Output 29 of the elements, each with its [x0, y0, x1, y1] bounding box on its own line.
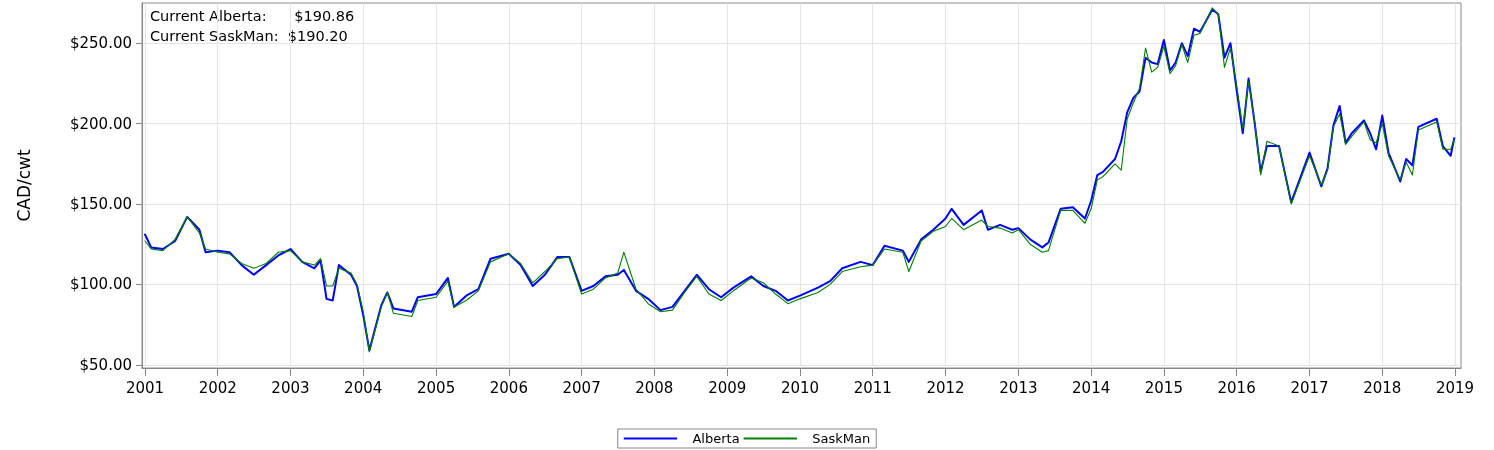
x-tick-label: 2007 [562, 378, 601, 397]
legend-label: SaskMan [812, 431, 871, 446]
y-tick-label: $100.00 [69, 275, 132, 294]
x-tick-label: 2004 [344, 378, 383, 397]
annotation: Current SaskMan: $190.20 [150, 27, 348, 44]
x-tick-label: 2016 [1217, 378, 1256, 397]
x-tick-label: 2015 [1144, 378, 1183, 397]
y-tick-label: $250.00 [69, 34, 132, 53]
y-tick-label: $50.00 [79, 355, 132, 374]
legend-label: Alberta [692, 431, 740, 446]
x-tick-label: 2002 [198, 378, 237, 397]
y-tick-label: $150.00 [69, 194, 132, 213]
x-tick-label: 2017 [1290, 378, 1329, 397]
x-tick-label: 2010 [780, 378, 820, 397]
x-tick-label: 2019 [1435, 378, 1475, 397]
x-tick-label: 2018 [1363, 378, 1402, 397]
x-tick-label: 2009 [708, 378, 747, 397]
x-tick-label: 2013 [999, 378, 1038, 397]
x-tick-label: 2006 [489, 378, 528, 397]
x-tick-label: 2003 [271, 378, 310, 397]
annotation: Current Alberta: $190.86 [150, 7, 355, 24]
x-tick-label: 2012 [926, 378, 965, 397]
y-tick-label: $200.00 [69, 114, 132, 133]
x-tick-label: 2014 [1072, 378, 1111, 397]
x-tick-label: 2008 [635, 378, 674, 397]
y-axis-title: CAD/cwt [13, 149, 34, 222]
x-tick-label: 2001 [125, 378, 165, 397]
x-tick-label: 2005 [417, 378, 456, 397]
x-tick-label: 2011 [853, 378, 892, 397]
